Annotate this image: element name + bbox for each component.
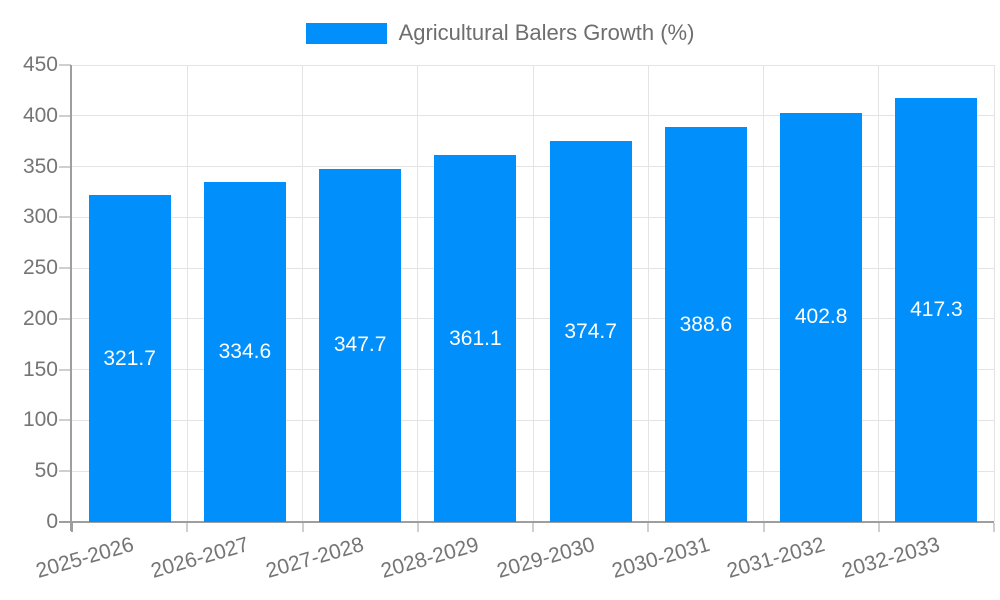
bar-value-label: 361.1: [449, 326, 502, 350]
legend-label: Agricultural Balers Growth (%): [398, 20, 695, 45]
gridline-vertical: [647, 65, 649, 522]
y-tick-mark: [59, 64, 71, 66]
y-tick-label: 250: [22, 256, 58, 280]
y-tick-mark: [59, 216, 71, 219]
x-tick-mark: [416, 523, 419, 532]
x-tick-mark: [532, 523, 534, 532]
y-tick-mark: [59, 368, 71, 371]
y-tick-mark: [59, 267, 71, 270]
x-tick-mark: [762, 523, 765, 532]
y-tick-mark: [59, 114, 71, 117]
bar-value-label: 388.6: [679, 312, 733, 336]
bar: 417.3: [895, 98, 978, 522]
y-tick-label: 400: [22, 103, 58, 127]
x-axis-line: [59, 521, 994, 523]
bar-value-label: 334.6: [218, 340, 272, 364]
bar-value-label: 321.7: [103, 346, 156, 370]
bar-value-label: 417.3: [910, 298, 963, 322]
y-tick-label: 350: [22, 154, 58, 178]
y-tick-label: 100: [22, 408, 58, 432]
gridline-vertical: [417, 65, 419, 522]
bar: 388.6: [664, 127, 747, 522]
y-tick-label: 50: [34, 459, 58, 483]
y-tick-label: 300: [22, 205, 58, 229]
gridline-vertical: [532, 65, 534, 522]
gridline-vertical: [878, 65, 880, 522]
y-tick-mark: [59, 317, 71, 320]
y-axis-line: [70, 65, 72, 531]
bar-value-label: 347.7: [333, 333, 387, 357]
bar: 334.6: [203, 182, 286, 522]
gridline-vertical: [763, 65, 764, 522]
gridline-vertical: [302, 65, 303, 522]
gridline-vertical: [993, 65, 995, 522]
x-tick-mark: [877, 523, 880, 532]
x-tick-mark: [186, 523, 189, 532]
legend-swatch: [305, 22, 387, 44]
bar: 361.1: [434, 155, 517, 522]
bar-value-label: 374.7: [564, 319, 617, 343]
x-tick-mark: [71, 523, 73, 532]
bar: 402.8: [780, 112, 863, 522]
legend: Agricultural Balers Growth (%): [0, 20, 1000, 46]
bar-value-label: 402.8: [794, 305, 848, 329]
bar: 321.7: [88, 195, 171, 522]
y-tick-label: 0: [46, 510, 58, 533]
bar: 374.7: [549, 141, 632, 522]
gridline-vertical: [186, 65, 188, 522]
y-tick-label: 200: [22, 306, 58, 330]
x-tick-mark: [647, 523, 650, 532]
y-tick-label: 150: [22, 357, 58, 381]
y-tick-mark: [59, 419, 71, 422]
y-tick-mark: [59, 165, 71, 168]
bar: 347.7: [319, 168, 402, 522]
x-tick-mark: [993, 523, 995, 532]
x-tick-mark: [301, 523, 304, 532]
y-tick-mark: [59, 470, 71, 473]
y-tick-label: 450: [22, 53, 58, 76]
